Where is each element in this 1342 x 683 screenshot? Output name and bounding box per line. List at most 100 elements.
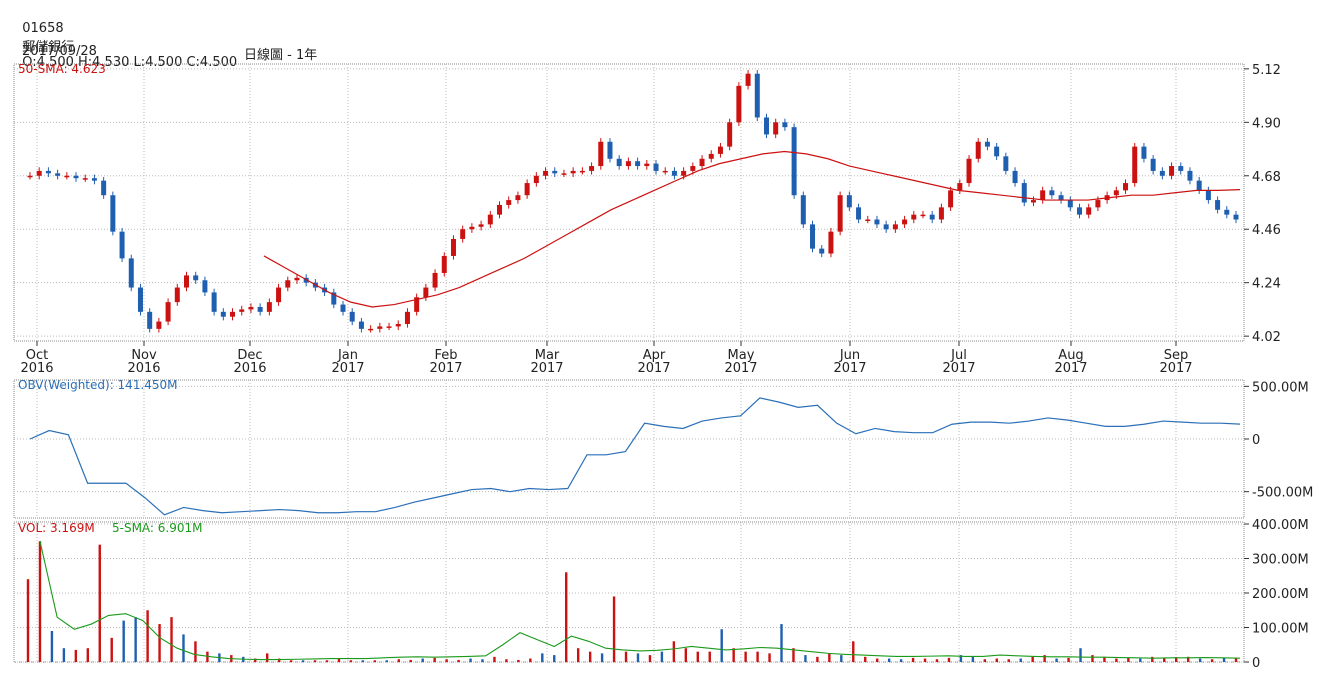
candle-body [846,195,852,208]
x-tick-year: 2017 [724,361,757,376]
quote-line: 01658 郵儲銀行 O:4.500 H:4.530 L:4.500 C:4.5… [14,6,237,70]
volume-bar [1055,658,1058,662]
volume-bar [636,653,640,662]
candle-body [202,280,208,293]
volume-bar [672,641,676,662]
candle-body [36,170,42,176]
candle-body [469,226,475,230]
volume-bar [864,656,867,662]
volume-bar [1163,657,1166,662]
volume-bar [780,624,783,662]
obv-y-tick-label: -500.00M [1252,486,1313,501]
candle-body [856,207,862,220]
candle-body [561,173,567,175]
sma50-label: 50-SMA: 4.623 [18,62,106,76]
chart-date: 2017/09/28 [22,44,97,59]
volume-bar [385,660,389,662]
candle-body [1058,195,1064,201]
volume-bar [517,659,520,662]
volume-bar [1186,656,1190,662]
volume-bar [445,659,448,662]
candle-body [515,195,521,201]
volume-bar [696,651,699,662]
x-tick-year: 2016 [127,361,160,376]
panel-frame [13,521,1245,663]
volume-bar [553,655,556,662]
volume-bar [541,653,544,662]
x-tick-year: 2017 [942,361,975,376]
candle-body [1132,146,1138,184]
volume-bar [768,653,771,662]
candle-body [460,229,466,239]
volume-bar [983,659,987,662]
candle-body [386,326,392,328]
candle-body [1169,166,1175,176]
candle-body [276,287,282,303]
candle-body [266,302,272,312]
candle-body [1012,170,1018,184]
volume-bar [361,660,365,662]
candle-body [644,163,650,167]
volume-bar [588,651,592,662]
candle-body [432,272,438,288]
volume-bar [481,659,484,662]
candle-body [91,178,97,181]
vol-y-tick-label: 0 [1252,656,1260,671]
candle-body [27,175,33,178]
volume-bar [840,655,843,662]
candle-body [948,190,954,208]
volume-bar [505,659,508,662]
candle-body [984,141,990,147]
candle-body [929,214,935,220]
candle-body [911,214,917,220]
volume-bar [50,630,54,662]
x-tick-month: Nov [131,348,157,363]
price-y-tick-label: 4.02 [1252,330,1281,345]
stock-code: 01658 [22,21,64,36]
panel-frame [13,63,1245,342]
volume-bar [170,617,173,662]
candle-body [727,122,733,147]
volume-bar [266,653,269,662]
volume-bar [349,660,353,662]
candle-body [1067,200,1073,208]
candle-body [975,141,981,159]
vol-y-tick-label: 400.00M [1252,518,1309,533]
volume-bar [493,656,496,662]
candle-body [1076,207,1082,215]
candle-body [653,163,659,171]
candle-body [543,170,549,176]
candle-body [1233,214,1239,220]
volume-bar [732,648,735,662]
candle-body [450,238,456,256]
candle-body [414,297,420,312]
volume-bar [1115,658,1118,662]
candle-body [73,175,79,179]
ohlc-quote: O:4.500 H:4.530 L:4.500 C:4.500 [22,55,238,70]
candle-body [883,224,889,230]
volume-bar [612,596,616,662]
candle-body [101,180,107,196]
candle-body [257,306,263,312]
volume-bar [1151,656,1154,662]
candle-body [745,73,751,86]
obv-label: OBV(Weighted): 141.450M [18,378,178,392]
x-tick-year: 2017 [331,361,364,376]
volume-bar [110,637,113,662]
candle-body [1049,190,1055,196]
candle-body [690,166,696,171]
candle-body [625,161,631,167]
candle-body [395,323,401,327]
volume-bar [600,653,604,662]
candle-body [230,311,236,317]
volume-bar [744,651,747,662]
candle-body [957,183,963,191]
volume-bar [971,656,975,662]
candle-body [497,204,503,215]
candle-body [938,207,944,220]
volume-bar [1222,657,1226,662]
candle-body [616,158,622,167]
candle-body [220,311,226,317]
x-tick-year: 2017 [429,361,462,376]
